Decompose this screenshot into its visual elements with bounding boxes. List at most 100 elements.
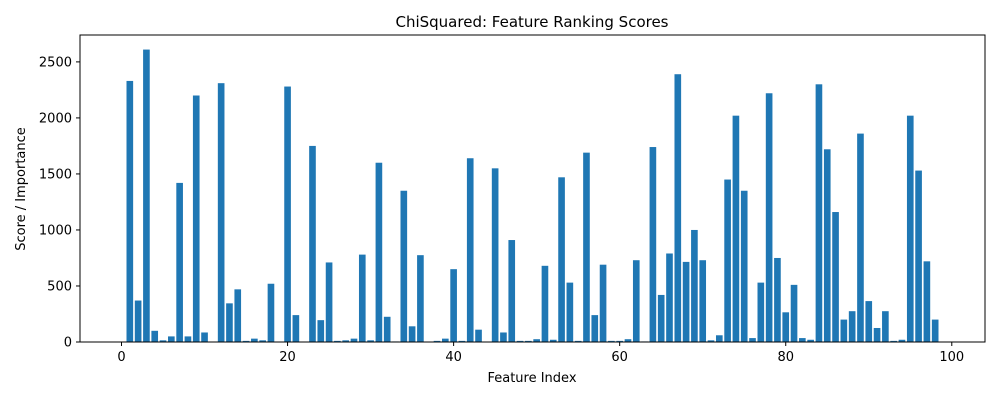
chart-title: ChiSquared: Feature Ranking Scores [395, 13, 668, 31]
bar-feature-68 [682, 261, 690, 342]
x-tick-label: 40 [445, 350, 462, 365]
bar-feature-2 [134, 300, 142, 342]
bar-feature-51 [541, 265, 549, 342]
bars-group [126, 49, 939, 343]
bar-feature-94 [898, 339, 906, 342]
bar-feature-65 [657, 294, 665, 342]
bar-feature-24 [317, 320, 325, 342]
bar-feature-29 [358, 254, 366, 342]
bar-feature-75 [740, 190, 748, 342]
bar-feature-1 [126, 80, 134, 342]
x-tick-label: 100 [939, 350, 964, 365]
bar-feature-17 [259, 340, 266, 342]
bar-feature-6 [168, 336, 175, 342]
bar-feature-90 [865, 301, 873, 342]
bar-feature-15 [242, 340, 250, 342]
bar-feature-3 [143, 49, 150, 342]
bar-feature-28 [350, 338, 358, 342]
y-tick-label: 2000 [39, 111, 72, 126]
x-tick-label: 80 [777, 350, 794, 365]
bar-feature-13 [226, 303, 233, 342]
bar-feature-92 [882, 311, 889, 342]
bar-feature-58 [599, 264, 607, 342]
bar-feature-71 [707, 340, 715, 342]
bar-feature-86 [832, 212, 839, 342]
bar-feature-73 [724, 179, 731, 342]
bar-feature-20 [284, 86, 291, 342]
bar-feature-91 [873, 327, 881, 342]
bar-feature-40 [450, 269, 457, 342]
bar-feature-39 [442, 338, 449, 342]
bar-feature-34 [400, 190, 408, 342]
bar-feature-57 [591, 315, 599, 342]
bar-feature-53 [558, 177, 565, 342]
bar-feature-88 [848, 311, 856, 342]
bar-feature-9 [192, 95, 200, 342]
bar-feature-30 [367, 340, 374, 342]
bar-feature-25 [325, 262, 333, 342]
y-axis-ticks: 0 500 1000 1500 2000 2500 [39, 55, 80, 351]
bar-feature-80 [782, 312, 790, 342]
bar-feature-8 [184, 336, 192, 342]
bar-feature-5 [159, 340, 167, 342]
bar-feature-59 [608, 340, 615, 342]
bar-feature-89 [857, 133, 864, 342]
bar-feature-46 [500, 332, 507, 342]
bar-feature-12 [217, 83, 225, 343]
bar-feature-14 [234, 289, 242, 342]
bar-feature-76 [749, 338, 756, 342]
bar-feature-66 [666, 253, 673, 342]
bar-feature-98 [931, 319, 939, 342]
bar-feature-16 [251, 338, 258, 342]
bar-feature-87 [840, 319, 848, 342]
bar-feature-78 [765, 93, 773, 342]
x-axis-label: Feature Index [487, 371, 576, 386]
y-tick-label: 2500 [39, 55, 72, 70]
bar-feature-18 [267, 283, 275, 342]
bar-feature-79 [774, 257, 781, 342]
bar-feature-69 [691, 229, 698, 342]
bar-feature-64 [649, 147, 657, 342]
bar-feature-4 [151, 330, 159, 342]
bar-feature-7 [176, 182, 183, 342]
y-tick-label: 0 [64, 336, 72, 351]
bar-feature-82 [799, 338, 806, 342]
bar-feature-60 [616, 340, 623, 342]
bar-feature-95 [906, 115, 914, 342]
bar-feature-96 [915, 170, 922, 342]
bar-feature-41 [458, 340, 466, 342]
bar-feature-42 [466, 158, 474, 342]
bar-feature-62 [632, 260, 640, 342]
bar-feature-55 [574, 340, 582, 342]
bar-feature-27 [342, 340, 350, 342]
y-tick-label: 1000 [39, 223, 72, 238]
bar-feature-83 [807, 339, 814, 342]
bar-feature-70 [699, 260, 707, 342]
bar-feature-85 [823, 149, 831, 342]
y-axis-label: Score / Importance [14, 127, 29, 251]
bar-feature-84 [815, 84, 823, 343]
bar-feature-93 [890, 340, 897, 342]
x-axis-ticks: 0 20 40 60 80 100 [117, 342, 964, 365]
bar-feature-26 [334, 340, 341, 342]
y-tick-label: 500 [47, 279, 72, 294]
bar-feature-72 [715, 335, 723, 342]
bar-feature-48 [516, 340, 524, 342]
bar-feature-54 [566, 282, 574, 342]
x-tick-label: 0 [117, 350, 125, 365]
y-tick-label: 1500 [39, 167, 72, 182]
bar-feature-38 [433, 340, 441, 342]
bar-feature-43 [475, 329, 482, 342]
bar-feature-56 [583, 152, 590, 342]
bar-feature-31 [375, 162, 383, 342]
bar-feature-45 [491, 168, 499, 342]
bar-feature-50 [533, 339, 540, 342]
bar-feature-52 [549, 339, 557, 342]
x-tick-label: 60 [611, 350, 628, 365]
bar-feature-97 [923, 261, 931, 342]
bar-feature-36 [417, 255, 424, 342]
x-tick-label: 20 [279, 350, 296, 365]
plot-frame [79, 34, 986, 343]
bar-feature-61 [624, 339, 632, 342]
